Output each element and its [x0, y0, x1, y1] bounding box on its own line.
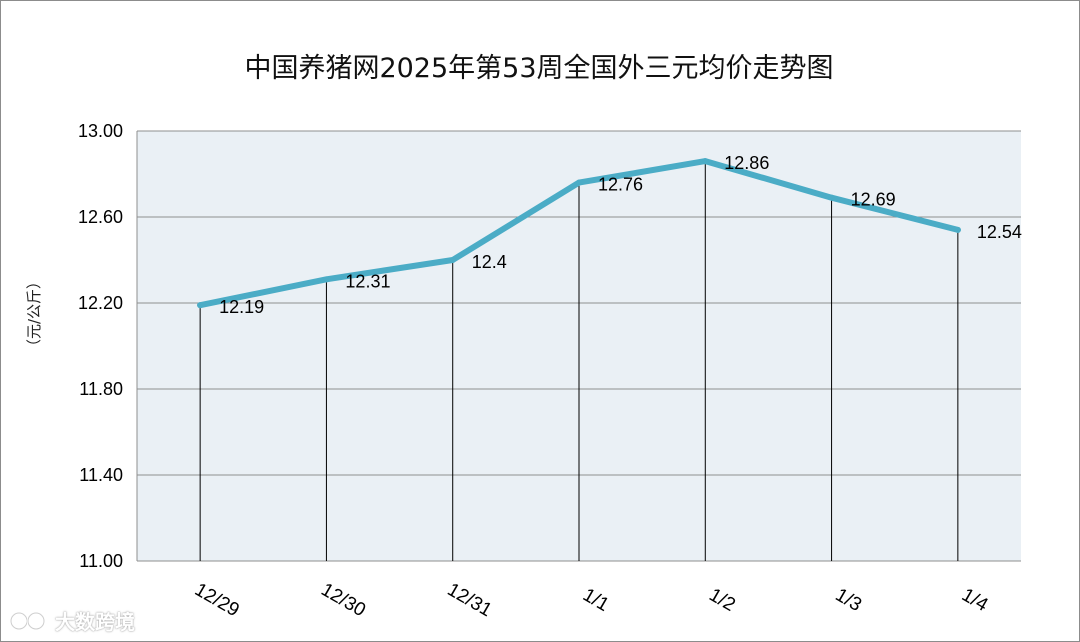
watermark: 大数跨境 [9, 606, 135, 635]
y-axis-label: （元/公斤） [25, 274, 43, 354]
data-point [449, 257, 456, 263]
x-axis-ticks: 12/29 12/30 12/31 1/1 1/2 1/3 1/4 [191, 579, 992, 621]
data-point [702, 158, 709, 165]
data-point [954, 226, 961, 233]
data-point [828, 194, 835, 201]
data-points [197, 158, 961, 309]
y-tick-label: 12.60 [78, 207, 123, 227]
chart-title: 中国养猪网2025年第53周全国外三元均价走势图 [244, 53, 833, 84]
watermark-logo-icon [9, 611, 46, 630]
watermark-text: 大数跨境 [55, 610, 135, 634]
data-labels: 12.19 12.31 12.4 12.76 12.86 12.69 12.54 [219, 153, 1022, 317]
x-tick-label: 12/30 [317, 579, 369, 621]
y-tick-label: 13.00 [78, 121, 123, 141]
x-tick-label: 12/31 [444, 579, 496, 621]
data-point [323, 276, 330, 283]
data-label: 12.19 [219, 297, 264, 317]
x-tick-label: 1/2 [705, 585, 738, 616]
y-axis-ticks: 11.00 11.40 11.80 12.20 12.60 13.00 [78, 121, 123, 571]
data-label: 12.86 [724, 153, 769, 173]
x-tick-label: 1/1 [579, 585, 612, 616]
data-label: 12.31 [345, 271, 390, 291]
drop-lines [199, 161, 959, 561]
y-tick-label: 11.80 [79, 379, 123, 399]
x-tick-label: 1/4 [958, 585, 992, 617]
data-label: 12.76 [598, 175, 643, 195]
data-label: 12.4 [472, 252, 507, 272]
y-tick-label: 12.20 [78, 293, 123, 313]
data-label: 12.54 [977, 222, 1022, 242]
x-tick-label: 1/3 [832, 585, 865, 616]
y-tick-label: 11.40 [79, 465, 123, 485]
data-point [576, 179, 582, 186]
data-label: 12.69 [851, 190, 896, 210]
data-point [197, 302, 204, 309]
y-tick-label: 11.00 [79, 551, 123, 571]
x-tick-label: 12/29 [191, 579, 243, 621]
